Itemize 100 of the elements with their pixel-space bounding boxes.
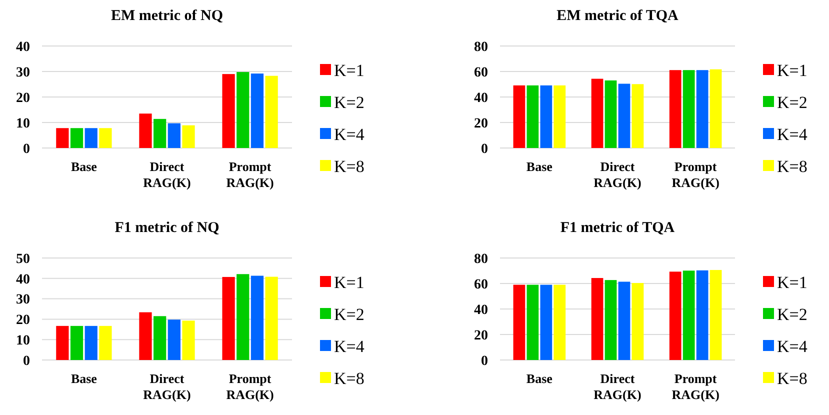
bar: [604, 280, 617, 360]
bar: [526, 85, 539, 148]
bar: [632, 84, 644, 148]
legend-label: K=8: [334, 156, 364, 176]
x-tick-label: Prompt RAG(K): [226, 159, 274, 190]
bar: [250, 276, 264, 360]
bar: [84, 326, 98, 360]
x-tick-label: Direct RAG(K): [143, 371, 191, 402]
bar: [669, 272, 682, 360]
chart-title: EM metric of NQ: [110, 8, 224, 24]
legend-label: K=2: [334, 92, 364, 112]
x-tick-label: Base: [70, 371, 98, 386]
chart-title: F1 metric of NQ: [114, 220, 220, 236]
bar: [56, 326, 69, 360]
y-tick-label: 80: [474, 40, 488, 55]
bar: [139, 114, 152, 148]
bar: [632, 282, 644, 360]
bar: [99, 128, 112, 148]
bar: [154, 118, 166, 148]
bar: [513, 284, 526, 360]
bar: [139, 312, 152, 360]
x-tick-label: Base: [526, 371, 553, 386]
bar: [540, 284, 552, 360]
bar: [710, 270, 722, 360]
y-tick-label: 40: [16, 272, 30, 288]
legend-label: K=2: [334, 304, 364, 324]
legend-label: K=4: [334, 336, 365, 356]
bar: [168, 320, 180, 360]
y-tick-label: 40: [474, 90, 488, 106]
bar: [682, 270, 695, 360]
x-tick-label: Base: [70, 159, 98, 174]
legend-label: K=8: [334, 368, 364, 388]
x-tick-label: Direct RAG(K): [143, 159, 191, 190]
bar: [513, 85, 526, 148]
y-tick-label: 40: [474, 302, 488, 318]
y-tick-label: 40: [16, 40, 30, 55]
chart-title: EM metric of TQA: [556, 8, 679, 24]
y-tick-label: 50: [16, 252, 30, 267]
bar: [696, 70, 708, 148]
bar: [182, 125, 195, 148]
chart-title: F1 metric of TQA: [560, 220, 675, 236]
legend-label: K=2: [777, 92, 808, 112]
y-tick-label: 30: [16, 292, 30, 308]
bar: [99, 326, 112, 360]
y-tick-label: 0: [481, 142, 488, 157]
bar: [618, 282, 630, 360]
legend-label: K=1: [334, 60, 364, 80]
legend-label: K=4: [777, 124, 808, 144]
legend-label: K=4: [777, 336, 808, 356]
legend-label: K=8: [777, 368, 808, 388]
y-tick-label: 10: [16, 334, 30, 348]
bar: [526, 284, 539, 360]
y-tick-label: 30: [16, 65, 30, 80]
bar: [222, 276, 235, 360]
x-tick-label: Direct RAG(K): [594, 371, 642, 402]
y-tick-label: 10: [16, 116, 30, 132]
bar: [554, 85, 566, 148]
bar: [604, 80, 617, 148]
legend-label: K=1: [777, 272, 808, 292]
bar: [618, 84, 630, 148]
bar: [154, 316, 166, 360]
bar: [669, 70, 682, 148]
y-tick-label: 60: [474, 277, 488, 292]
legend-label: K=4: [334, 124, 365, 144]
y-tick-label: 0: [23, 142, 30, 157]
x-tick-label: Base: [526, 159, 553, 174]
bar: [236, 274, 250, 360]
x-tick-label: Prompt RAG(K): [672, 371, 720, 402]
bar: [696, 270, 708, 360]
bar: [70, 128, 84, 148]
x-tick-label: Prompt RAG(K): [672, 159, 720, 190]
y-tick-label: 0: [481, 354, 488, 369]
y-tick-label: 60: [474, 65, 488, 80]
bar: [591, 278, 604, 360]
legend-label: K=8: [777, 156, 808, 176]
y-tick-label: 20: [16, 313, 30, 328]
y-tick-label: 0: [23, 354, 30, 369]
bar: [540, 85, 552, 148]
y-tick-label: 20: [474, 328, 488, 344]
bar: [70, 326, 84, 360]
bar: [182, 320, 195, 360]
bar: [56, 128, 69, 148]
y-tick-label: 20: [16, 90, 30, 106]
legend-label: K=1: [777, 60, 808, 80]
legend-label: K=2: [777, 304, 808, 324]
bar: [554, 284, 566, 360]
bar: [236, 72, 250, 148]
y-tick-label: 20: [474, 116, 488, 132]
bar: [222, 74, 235, 148]
bar: [168, 123, 180, 148]
bar: [710, 69, 722, 148]
y-tick-label: 80: [474, 252, 488, 267]
bar: [250, 74, 264, 148]
x-tick-label: Direct RAG(K): [594, 159, 642, 190]
bar: [84, 128, 98, 148]
bar: [265, 76, 278, 148]
bar: [265, 276, 278, 360]
legend-label: K=1: [334, 272, 364, 292]
x-tick-label: Prompt RAG(K): [226, 371, 274, 402]
bar: [682, 70, 695, 148]
